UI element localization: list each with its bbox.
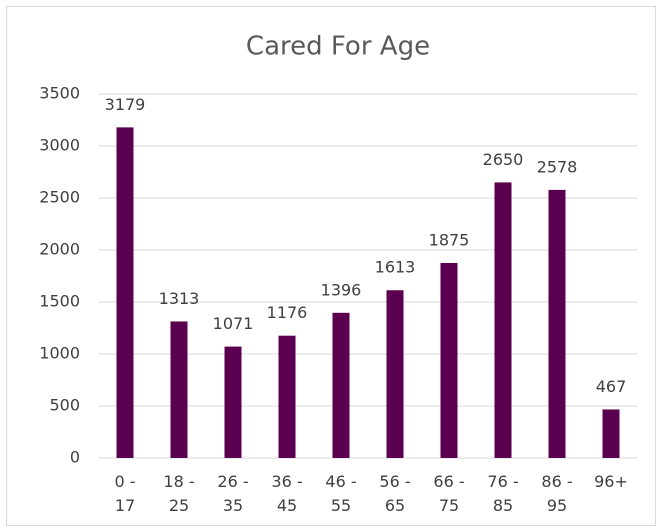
- y-tick-label: 2000: [39, 240, 80, 259]
- x-tick-label: 0 - 17: [114, 472, 136, 515]
- value-label: 2650: [483, 150, 524, 169]
- bar: [386, 290, 404, 458]
- y-tick-label: 1000: [39, 344, 80, 363]
- value-label: 1176: [267, 303, 308, 322]
- bar: [278, 335, 296, 458]
- value-label: 467: [596, 377, 627, 396]
- y-tick-label: 500: [49, 396, 80, 415]
- bar: [548, 189, 566, 458]
- x-tick-label: 66 - 75: [433, 472, 465, 515]
- bar: [602, 409, 620, 458]
- value-label: 1875: [429, 231, 470, 250]
- value-label: 1313: [159, 289, 200, 308]
- bar: [494, 182, 512, 458]
- value-label: 3179: [105, 95, 146, 114]
- x-tick-label: 56 - 65: [379, 472, 411, 515]
- x-tick-label: 46 - 55: [325, 472, 357, 515]
- bar: [224, 346, 242, 458]
- value-label: 1396: [321, 280, 362, 299]
- bar: [170, 321, 188, 458]
- bar: [332, 312, 350, 458]
- chart-title: Cared For Age: [246, 32, 430, 62]
- x-tick-label: 76 - 85: [487, 472, 519, 515]
- y-tick-label: 3000: [39, 136, 80, 155]
- x-tick-label: 36 - 45: [271, 472, 303, 515]
- x-tick-label: 86 - 95: [541, 472, 573, 515]
- y-tick-label: 2500: [39, 188, 80, 207]
- x-tick-label: 26 - 35: [217, 472, 249, 515]
- bar: [116, 127, 134, 458]
- value-label: 1613: [375, 258, 416, 277]
- bar: [440, 263, 458, 458]
- y-tick-label: 1500: [39, 292, 80, 311]
- x-tick-label: 96+: [594, 472, 628, 491]
- y-tick-label: 0: [70, 448, 80, 467]
- value-label: 2578: [537, 157, 578, 176]
- y-tick-label: 3500: [39, 84, 80, 103]
- chart-frame: [6, 6, 656, 526]
- value-label: 1071: [213, 314, 254, 333]
- x-tick-label: 18 - 25: [163, 472, 195, 515]
